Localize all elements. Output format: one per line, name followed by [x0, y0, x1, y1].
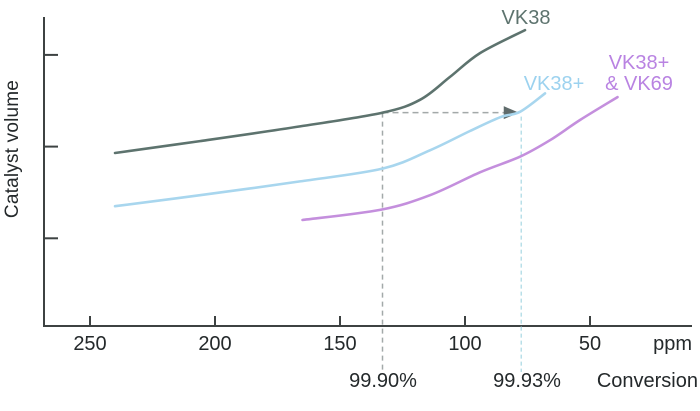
series-label-vk38: VK38	[501, 7, 551, 29]
curve-vk38plus	[113, 92, 547, 208]
x-axis-unit-label: ppm	[653, 333, 692, 355]
series-label-vk38plus: VK38+	[523, 73, 585, 95]
series-label-vk38plus-vk69-line2: & VK69	[605, 73, 673, 95]
y-axis-title: Catalyst volume	[2, 79, 23, 219]
x-tick-label-250: 250	[73, 333, 106, 355]
x-tick-label-50: 50	[579, 333, 601, 355]
conversion-value-baseline: 99.90%	[349, 370, 417, 392]
series-label-vk38plus-vk69-line1: VK38+	[608, 52, 670, 74]
x-tick-label-200: 200	[198, 333, 231, 355]
curve-vk38plus-vk69	[301, 95, 619, 222]
x-tick-label-100: 100	[448, 333, 481, 355]
curve-vk38	[113, 28, 527, 155]
x-axis-secondary-label: Conversion	[596, 370, 698, 392]
x-tick-label-150: 150	[323, 333, 356, 355]
series-label-vk38plus-vk69: VK38+ & VK69	[596, 53, 682, 95]
conversion-value-improved: 99.93%	[493, 370, 561, 392]
